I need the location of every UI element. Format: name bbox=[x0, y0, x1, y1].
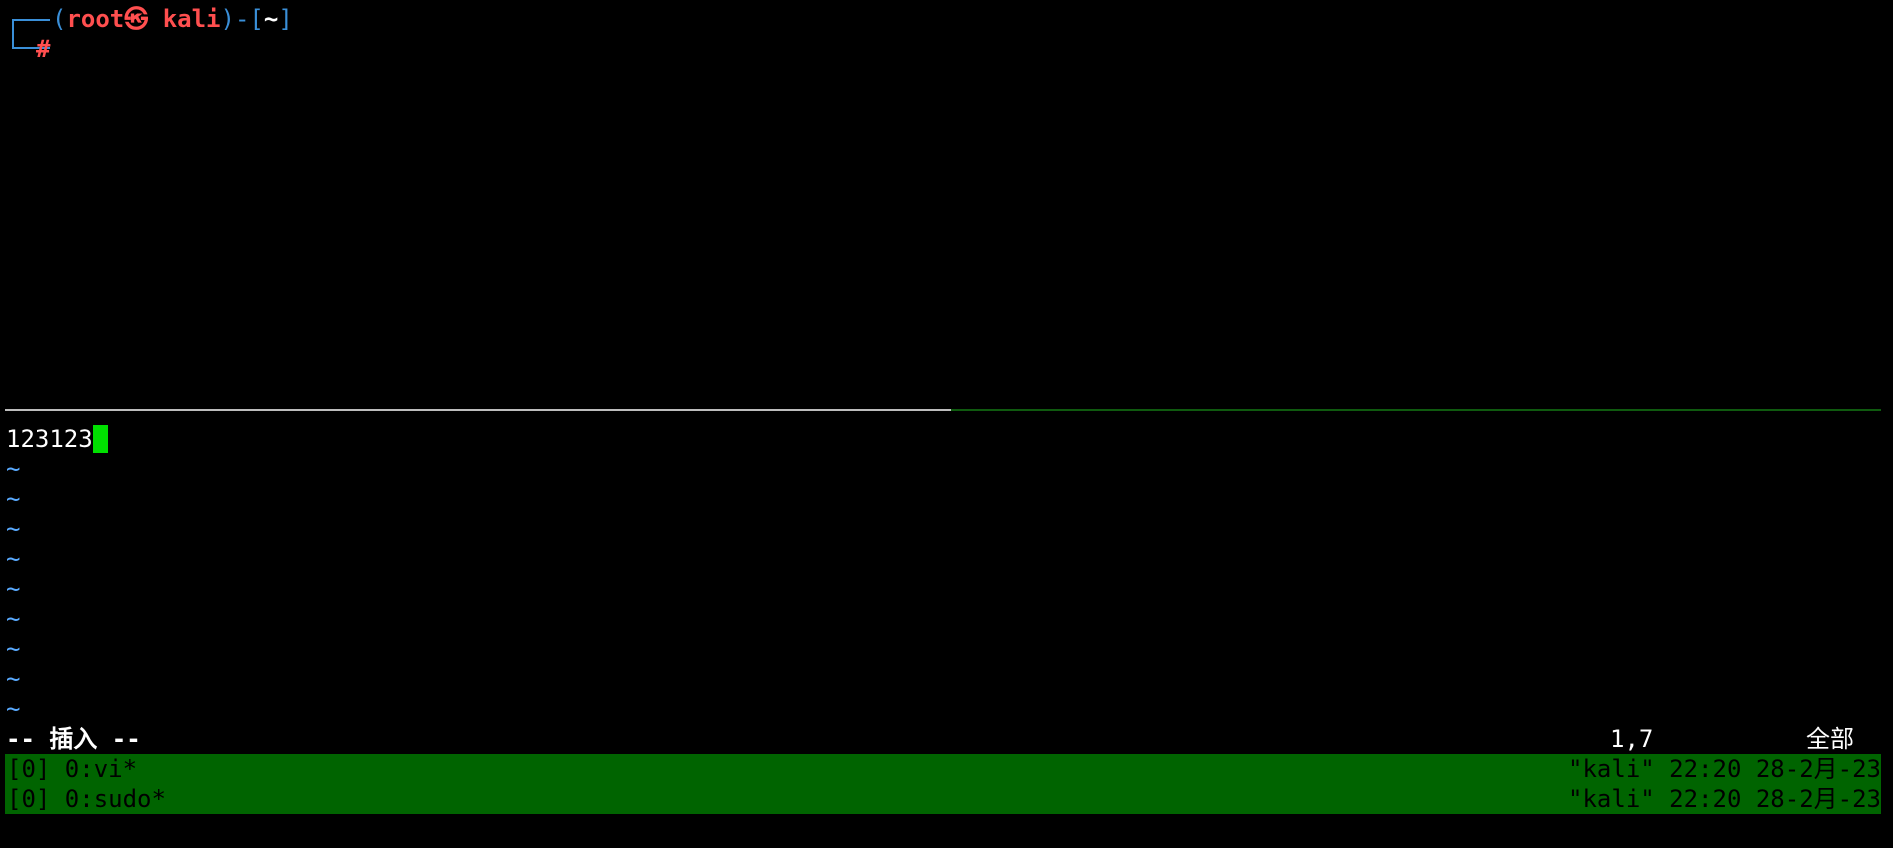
shell-prompt: (root㉿ kali)-[~] bbox=[52, 4, 293, 34]
vim-empty-line-marker: ~ bbox=[6, 695, 21, 723]
tmux-window-list[interactable]: [0] 0:sudo* bbox=[7, 785, 166, 813]
tmux-status-right: "kali" 22:20 28-2月-23 bbox=[1568, 785, 1881, 813]
vim-buffer-text: 123123 bbox=[6, 425, 93, 453]
pane-divider-inactive[interactable] bbox=[951, 409, 1881, 411]
vim-empty-line-marker: ~ bbox=[6, 575, 21, 603]
vim-scroll-indicator: 全部 bbox=[1806, 725, 1854, 753]
prompt-separator: )-[ bbox=[220, 5, 264, 33]
vim-empty-line-marker: ~ bbox=[6, 665, 21, 693]
vim-empty-line-marker: ~ bbox=[6, 635, 21, 663]
tmux-status-bar[interactable]: [0] 0:vi* "kali" 22:20 28-2月-23 bbox=[5, 754, 1881, 784]
text-cursor bbox=[92, 425, 108, 453]
prompt-open-paren: ( bbox=[52, 5, 67, 33]
vim-buffer-line[interactable]: 123123 bbox=[6, 424, 108, 454]
prompt-at-icon: ㉿ bbox=[124, 5, 149, 33]
prompt-close-bracket: ] bbox=[278, 5, 293, 33]
prompt-cwd: ~ bbox=[263, 5, 279, 33]
tmux-window-list[interactable]: [0] 0:vi* bbox=[7, 755, 138, 783]
prompt-frame-decoration bbox=[12, 19, 50, 49]
vim-empty-line-marker: ~ bbox=[6, 545, 21, 573]
vim-cursor-position: 1,7 bbox=[1610, 725, 1654, 753]
pane-divider-active[interactable] bbox=[5, 409, 951, 411]
vim-empty-line-marker: ~ bbox=[6, 515, 21, 543]
vim-empty-line-marker: ~ bbox=[6, 455, 21, 483]
vim-empty-line-marker: ~ bbox=[6, 485, 21, 513]
tmux-status-right: "kali" 22:20 28-2月-23 bbox=[1568, 755, 1881, 783]
vim-mode-indicator: -- 插入 -- bbox=[6, 725, 141, 753]
prompt-hash-input[interactable]: # bbox=[36, 35, 51, 63]
prompt-host: kali bbox=[162, 5, 221, 33]
prompt-user: root bbox=[66, 5, 125, 33]
vim-empty-line-marker: ~ bbox=[6, 605, 21, 633]
tmux-status-bar[interactable]: [0] 0:sudo* "kali" 22:20 28-2月-23 bbox=[5, 784, 1881, 814]
